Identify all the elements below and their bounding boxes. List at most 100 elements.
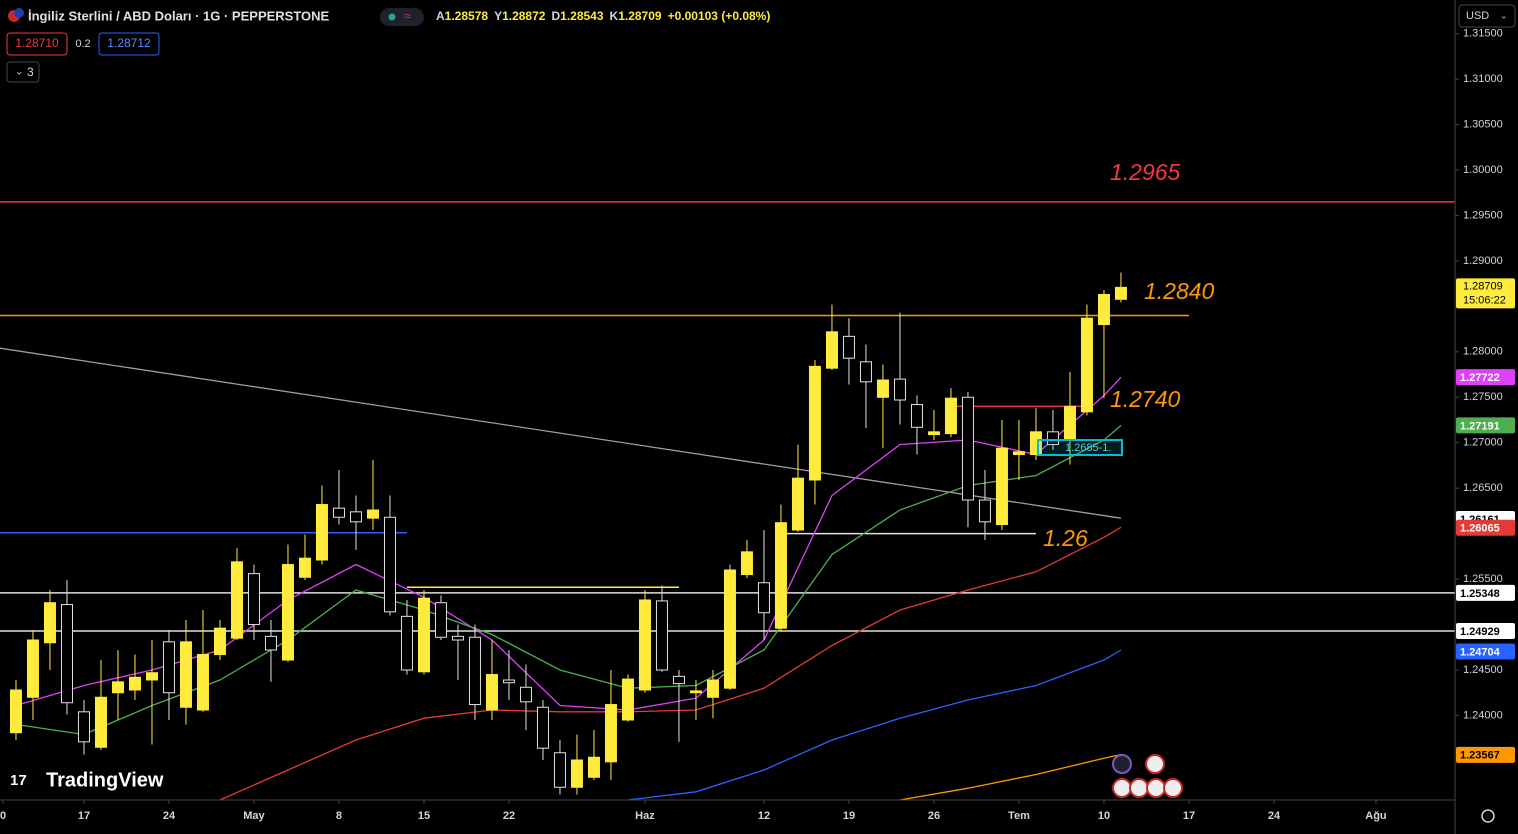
candle-body	[706, 679, 719, 698]
event-icon[interactable]	[1163, 778, 1183, 798]
candle-body	[145, 672, 158, 681]
candle-body	[978, 499, 991, 523]
candle-body	[842, 335, 855, 359]
y-tick-label: 1.27500	[1463, 391, 1503, 403]
x-tick-label: 19	[843, 810, 855, 822]
y-tick-label: 1.29000	[1463, 255, 1503, 267]
x-tick-label: 26	[928, 810, 940, 822]
candle-body	[1063, 405, 1076, 441]
candle-body	[927, 431, 940, 436]
candle-body	[570, 759, 583, 788]
ohlc-value: 1.28872	[502, 9, 546, 23]
buy-box[interactable]	[98, 32, 160, 56]
ohlc-change: +0.00103 (+0.08%)	[668, 9, 771, 23]
sell-box[interactable]	[6, 32, 68, 56]
price-badge	[1456, 746, 1515, 763]
last-price-badge	[1456, 278, 1515, 309]
spread: 0.2	[75, 38, 90, 50]
candle-body	[315, 504, 328, 561]
logo-mark: 17	[10, 772, 27, 789]
candle-body	[417, 597, 430, 673]
event-icon[interactable]	[1145, 754, 1165, 774]
candle-body	[9, 689, 22, 734]
currency-button[interactable]	[1458, 4, 1516, 28]
x-tick-label: Ağu	[1365, 810, 1386, 822]
level-label: 1.2840	[1144, 278, 1215, 304]
x-tick-label: 10	[1098, 810, 1110, 822]
candle-body	[366, 509, 379, 519]
candle-body	[723, 569, 736, 689]
status-dot	[388, 13, 396, 21]
ohlc-value: 1.28578	[445, 9, 489, 23]
candle-body	[587, 756, 600, 778]
y-tick-label: 1.31500	[1463, 28, 1503, 40]
candle-body	[230, 561, 243, 639]
x-tick-label: 24	[163, 810, 176, 822]
event-icon[interactable]	[1146, 778, 1166, 798]
indicators-toggle[interactable]	[6, 61, 40, 83]
status-pill	[380, 8, 424, 26]
candle-body	[825, 331, 838, 369]
price-badge	[1456, 643, 1515, 660]
x-tick-label: 0	[0, 810, 6, 822]
level-label: 1.2965	[1110, 159, 1181, 185]
chevron: ⌄	[15, 67, 23, 78]
candle-body	[43, 602, 56, 644]
candle-body	[1097, 294, 1110, 326]
indicator-line	[15, 376, 1122, 711]
candle-body	[774, 522, 787, 629]
candle-body	[400, 615, 413, 671]
candle-body	[859, 361, 872, 383]
candle-body	[111, 681, 124, 694]
candle-body	[638, 599, 651, 691]
candle-body	[1046, 431, 1059, 446]
candle-body	[1080, 317, 1093, 413]
ohlc-prefix: A	[436, 9, 445, 23]
candle-body	[281, 564, 294, 661]
last-price: 1.28709	[1463, 280, 1503, 292]
candle-body	[604, 704, 617, 763]
candle-body	[434, 602, 447, 638]
candle-body	[536, 706, 549, 749]
candle-body	[1114, 286, 1127, 300]
candle-body	[468, 636, 481, 706]
buy-price: 1.28712	[107, 36, 151, 50]
indicator-count: 3	[27, 65, 34, 79]
price-badge	[1456, 584, 1515, 601]
status-icon: ≈	[404, 9, 411, 23]
price-badge	[1456, 623, 1515, 639]
candle-body	[451, 635, 464, 641]
x-tick-label: 22	[503, 810, 515, 822]
candle-body	[553, 752, 566, 788]
candle-body	[485, 674, 498, 711]
candle-body	[672, 675, 685, 685]
price-badge-label: 1.27722	[1460, 372, 1500, 384]
ohlc-value: 1.28543	[560, 9, 604, 23]
price-badge	[1456, 519, 1515, 536]
price-badge-label: 1.24929	[1460, 626, 1500, 638]
chevron: ⌄	[1500, 10, 1508, 20]
candle-body	[1029, 431, 1042, 456]
countdown: 15:06:22	[1463, 294, 1506, 306]
candle-body	[162, 641, 175, 694]
event-icon[interactable]	[1129, 778, 1149, 798]
symbol-title: İngiliz Sterlini / ABD Doları · 1G · PEP…	[28, 8, 330, 23]
candle-body	[77, 711, 90, 743]
candle-body	[128, 676, 141, 691]
settings-button[interactable]	[1481, 809, 1495, 823]
candle-body	[519, 686, 532, 703]
y-tick-label: 1.27000	[1463, 437, 1503, 449]
x-tick-label: Tem	[1008, 810, 1030, 822]
price-badge	[1456, 369, 1515, 386]
indicator-line	[627, 649, 1122, 800]
x-tick-label: 15	[418, 810, 430, 822]
y-tick-label: 1.29500	[1463, 209, 1503, 221]
candle-body	[961, 396, 974, 501]
candle-body	[1012, 451, 1025, 456]
event-icon[interactable]	[1112, 778, 1132, 798]
event-icon[interactable]	[1112, 754, 1132, 774]
price-badge-label: 1.23567	[1460, 750, 1500, 762]
candle-body	[893, 378, 906, 401]
